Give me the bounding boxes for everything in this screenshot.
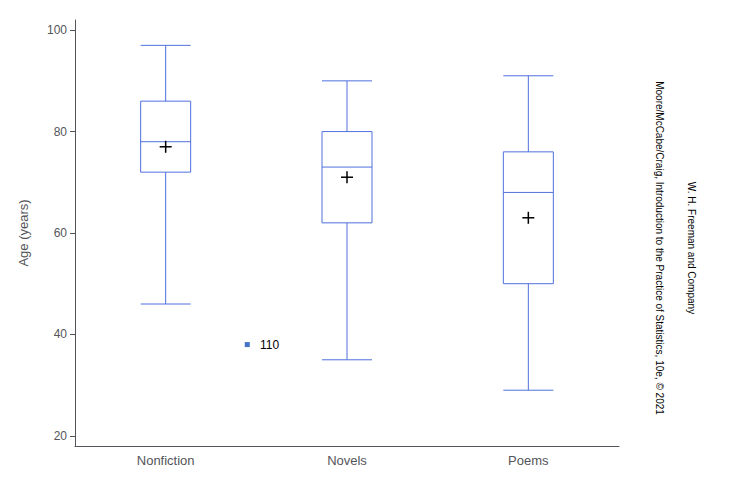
svg-text:Age (years): Age (years) bbox=[16, 199, 31, 266]
svg-text:Poems: Poems bbox=[508, 453, 549, 468]
svg-text:Nonfiction: Nonfiction bbox=[137, 453, 195, 468]
svg-text:20: 20 bbox=[54, 429, 68, 443]
svg-text:Novels: Novels bbox=[327, 453, 367, 468]
svg-text:100: 100 bbox=[47, 23, 67, 37]
svg-text:60: 60 bbox=[54, 226, 68, 240]
svg-text:110: 110 bbox=[260, 338, 279, 352]
svg-text:Moore/McCabe/Craig, Introducti: Moore/McCabe/Craig, Introduction to the … bbox=[654, 81, 665, 415]
svg-text:80: 80 bbox=[54, 125, 68, 139]
svg-text:W. H. Freeman and Company: W. H. Freeman and Company bbox=[686, 182, 697, 314]
svg-text:40: 40 bbox=[54, 327, 68, 341]
